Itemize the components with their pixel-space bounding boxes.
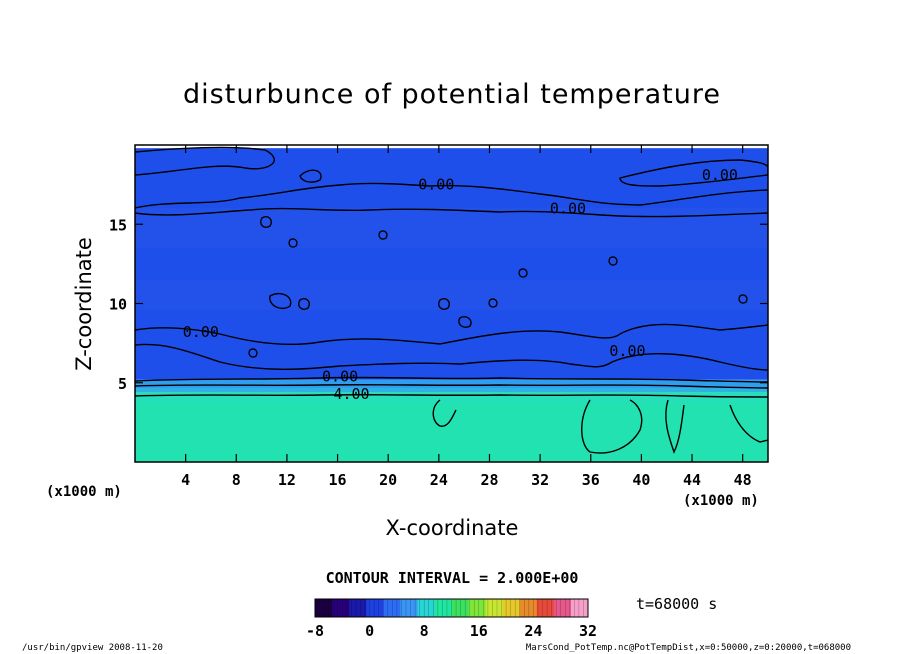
- colorbar: [314, 599, 589, 617]
- x-tick-label: 44: [683, 471, 701, 489]
- contour-line: [135, 323, 768, 346]
- colorbar-swatch: [434, 599, 452, 617]
- colorbar-frame: [314, 598, 589, 618]
- contour-label: 0.00: [702, 166, 738, 184]
- contour-lines: [135, 146, 768, 454]
- colorbar-swatch: [332, 599, 350, 617]
- contour-line: [269, 292, 292, 310]
- contour-line: [135, 384, 768, 389]
- contour-line: [581, 399, 643, 454]
- contour-label: 0.00: [322, 367, 358, 385]
- x-tick-label: 32: [531, 471, 549, 489]
- colorbar-tick-label: 16: [470, 622, 488, 640]
- colorbar-swatch: [468, 599, 487, 617]
- contour-line: [729, 404, 768, 443]
- x-unit-left: (x1000 m): [46, 484, 122, 500]
- y-tick-label: 5: [118, 375, 127, 393]
- colorbar-swatch: [536, 599, 555, 617]
- field-layers: [135, 148, 768, 462]
- colorbar-swatch: [519, 599, 538, 617]
- contour-line: [438, 298, 450, 310]
- y-tick-label: 15: [109, 216, 127, 234]
- contour-line: [135, 376, 768, 383]
- colorbar-tick-label: 32: [579, 622, 597, 640]
- colorbar-swatch: [451, 599, 470, 617]
- x-tick-label: 36: [582, 471, 600, 489]
- contour-line: [432, 399, 457, 427]
- x-axis-label: X-coordinate: [386, 516, 519, 540]
- contour-line: [248, 348, 258, 358]
- colorbar-tick-label: 8: [420, 622, 429, 640]
- x-tick-label: 20: [379, 471, 397, 489]
- contour-line: [299, 169, 322, 183]
- colorbar-swatch: [553, 599, 572, 617]
- colorbar-tick-label: 0: [365, 622, 374, 640]
- contour-line: [518, 268, 528, 278]
- contour-line: [458, 316, 472, 328]
- contour-line: [135, 146, 275, 176]
- texture-band: [135, 280, 768, 310]
- colorbar-swatch: [417, 599, 435, 617]
- contour-line: [260, 216, 272, 228]
- chart-title: disturbunce of potential temperature: [183, 79, 721, 110]
- contour-line: [488, 298, 498, 308]
- field-layer: [135, 392, 768, 462]
- contour-interval: CONTOUR INTERVAL = 2.000E+00: [326, 569, 579, 587]
- plot-area: 0.000.000.000.000.000.004.00: [135, 146, 768, 462]
- contour-label: 0.00: [183, 323, 219, 341]
- contour-line: [135, 182, 768, 209]
- contour-line: [298, 298, 310, 310]
- colorbar-swatch: [315, 599, 333, 617]
- colorbar-swatch: [366, 599, 384, 617]
- contour-line: [135, 207, 768, 218]
- colorbar-swatch: [400, 599, 418, 617]
- x-unit-right: (x1000 m): [683, 493, 759, 509]
- footer-right: MarsCond_PotTemp.nc@PotTempDist,x=0:5000…: [526, 643, 851, 653]
- contour-line: [608, 256, 618, 266]
- colorbar-swatch: [570, 599, 589, 617]
- contour-line: [378, 230, 388, 240]
- colorbar-ticks: -8 0 8 16 24 32: [306, 622, 597, 640]
- contour-labels: 0.000.000.000.000.000.004.00: [183, 166, 738, 403]
- colorbar-swatch: [502, 599, 521, 617]
- x-tick-label: 24: [430, 471, 448, 489]
- colorbar-tick-label: 24: [524, 622, 542, 640]
- contour-label: 0.00: [609, 342, 645, 360]
- contour-label: 0.00: [550, 199, 586, 217]
- y-tick-label: 10: [109, 296, 127, 314]
- x-tick-label: 48: [734, 471, 752, 489]
- x-tick-label: 8: [232, 471, 241, 489]
- colorbar-swatch: [485, 599, 504, 617]
- x-tick-label: 4: [181, 471, 190, 489]
- time-label: t=68000 s: [636, 595, 717, 613]
- contour-label: 4.00: [333, 385, 369, 403]
- contour-line: [135, 394, 768, 398]
- y-axis-label: Z-coordinate: [72, 237, 96, 371]
- colorbar-tick-label: -8: [306, 622, 324, 640]
- contour-line: [619, 159, 768, 187]
- field-layer: [135, 148, 768, 380]
- colorbar-swatch: [383, 599, 401, 617]
- x-tick-label: 28: [480, 471, 498, 489]
- contour-line: [665, 399, 685, 454]
- contour-line: [135, 343, 768, 371]
- footer-left: /usr/bin/gpview 2008-11-20: [22, 643, 163, 653]
- x-tick-label: 12: [278, 471, 296, 489]
- contour-line: [288, 238, 298, 248]
- x-tick-label: 16: [329, 471, 347, 489]
- contour-line: [738, 294, 748, 304]
- contour-label: 0.00: [418, 176, 454, 194]
- texture-band: [135, 208, 768, 248]
- x-tick-label: 40: [632, 471, 650, 489]
- colorbar-swatch: [349, 599, 367, 617]
